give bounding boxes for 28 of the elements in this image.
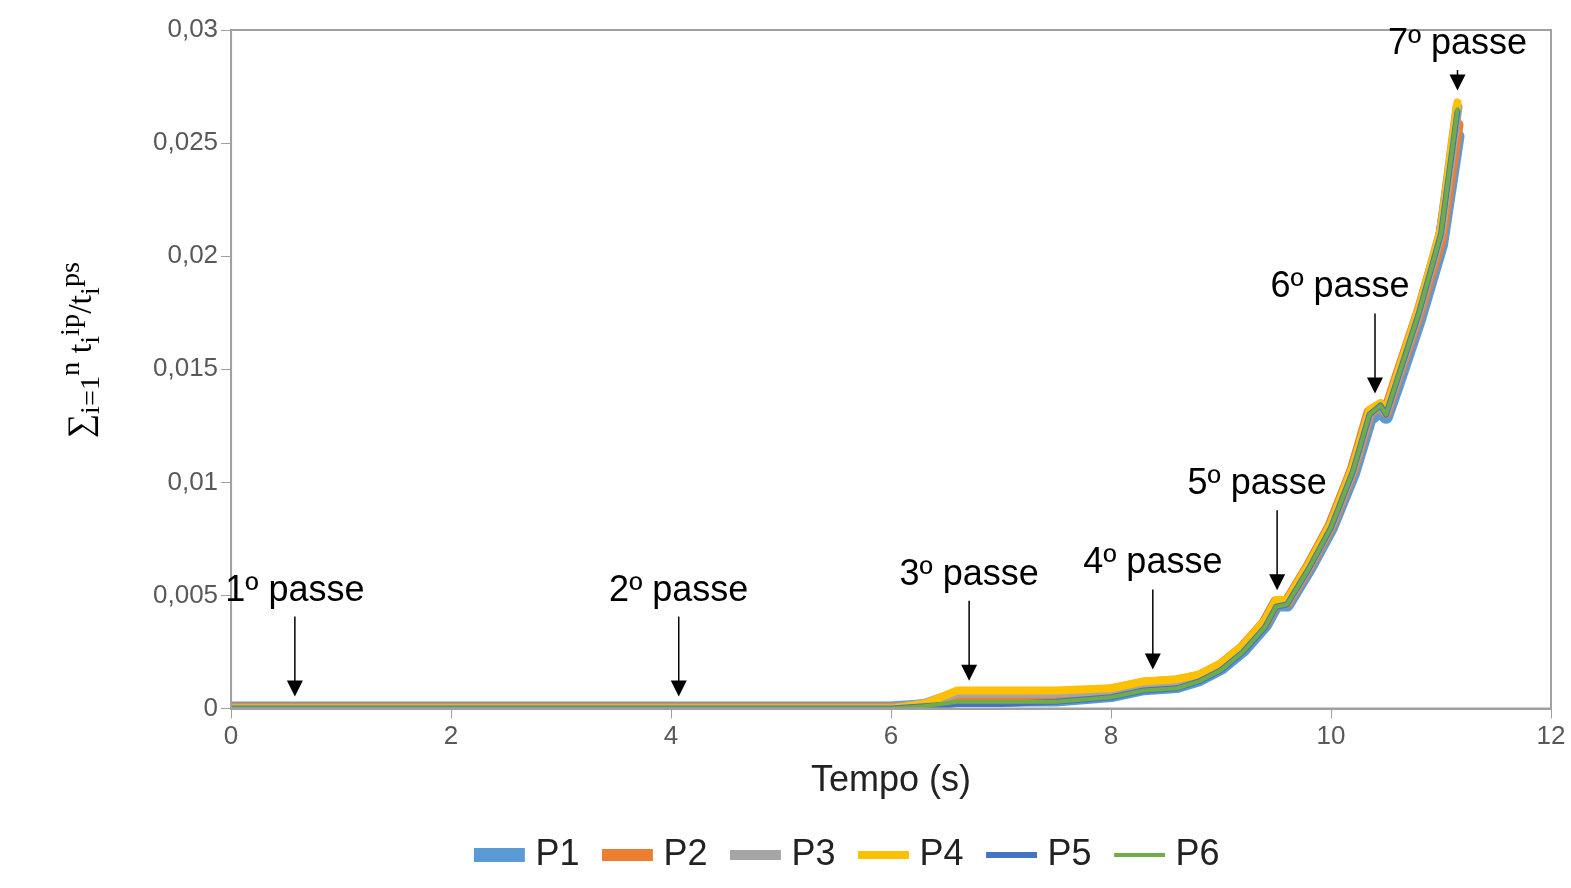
x-tick-label: 8	[1103, 720, 1119, 751]
x-tick-label: 2	[443, 720, 459, 751]
y-tick-label: 0,025	[152, 126, 219, 157]
x-tick-label: 6	[883, 720, 899, 751]
x-tick-label: 4	[663, 720, 679, 751]
y-tick-label: 0,015	[152, 352, 219, 383]
y-tick-label: 0,03	[167, 13, 219, 44]
x-tick-label: 12	[1536, 720, 1566, 751]
legend-label: P6	[1175, 831, 1220, 873]
annotation: 7º passe	[1387, 20, 1528, 62]
annotation: 6º passe	[1270, 264, 1410, 306]
y-tick-label: 0,02	[167, 239, 219, 270]
x-axis-title: Tempo (s)	[811, 758, 972, 800]
annotation: 5º passe	[1187, 461, 1327, 503]
legend-label: P1	[535, 831, 580, 873]
x-tick-label: 0	[223, 720, 239, 751]
legend-label: P2	[663, 831, 708, 873]
legend-label: P3	[791, 831, 836, 873]
y-tick-label: 0,005	[152, 578, 219, 609]
legend-label: P5	[1047, 831, 1092, 873]
y-tick-label: 0	[203, 691, 219, 722]
x-tick-label: 10	[1316, 720, 1346, 751]
y-tick-label: 0,01	[167, 465, 219, 496]
annotation: 2º passe	[609, 567, 749, 609]
annotation: 3º passe	[899, 551, 1039, 593]
annotation: 4º passe	[1083, 540, 1223, 582]
legend-label: P4	[919, 831, 964, 873]
annotation: 1º passe	[225, 567, 365, 609]
